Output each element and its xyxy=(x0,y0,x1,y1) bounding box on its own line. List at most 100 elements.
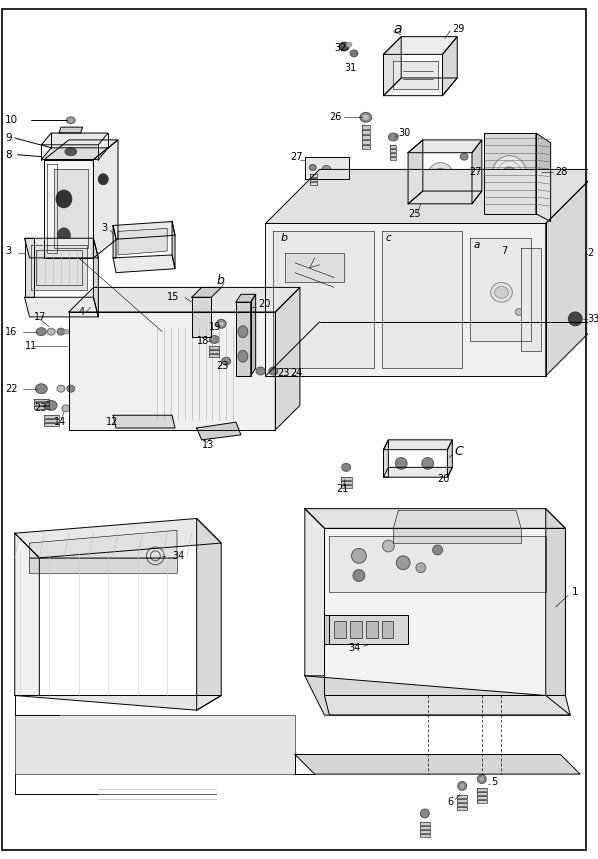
Text: 24: 24 xyxy=(290,368,303,378)
Polygon shape xyxy=(383,37,401,95)
Ellipse shape xyxy=(432,168,449,188)
Text: 23: 23 xyxy=(35,404,47,413)
Polygon shape xyxy=(325,615,408,644)
Ellipse shape xyxy=(362,114,369,120)
Ellipse shape xyxy=(389,133,398,141)
Ellipse shape xyxy=(309,165,316,170)
Polygon shape xyxy=(172,222,175,269)
Polygon shape xyxy=(209,354,219,357)
Ellipse shape xyxy=(256,367,265,375)
Text: 26: 26 xyxy=(329,113,342,122)
Polygon shape xyxy=(273,231,374,368)
Polygon shape xyxy=(470,238,531,342)
Polygon shape xyxy=(192,288,221,297)
Ellipse shape xyxy=(395,458,407,469)
Ellipse shape xyxy=(492,155,527,193)
Polygon shape xyxy=(15,696,221,710)
Text: a: a xyxy=(474,241,480,250)
Polygon shape xyxy=(383,467,452,478)
Polygon shape xyxy=(383,37,457,54)
Polygon shape xyxy=(420,834,430,837)
Polygon shape xyxy=(362,140,370,143)
Polygon shape xyxy=(113,225,116,258)
Polygon shape xyxy=(420,830,430,833)
Polygon shape xyxy=(420,822,430,825)
Polygon shape xyxy=(266,169,598,223)
Ellipse shape xyxy=(350,50,358,57)
Ellipse shape xyxy=(568,312,582,326)
Polygon shape xyxy=(536,133,551,222)
Ellipse shape xyxy=(491,283,512,302)
Polygon shape xyxy=(420,826,430,829)
Ellipse shape xyxy=(495,286,508,298)
Ellipse shape xyxy=(437,174,444,183)
Text: 11: 11 xyxy=(25,341,37,351)
Ellipse shape xyxy=(67,385,75,393)
Polygon shape xyxy=(310,182,316,186)
Polygon shape xyxy=(236,302,251,376)
Ellipse shape xyxy=(480,777,484,782)
Text: 23: 23 xyxy=(216,361,228,371)
Polygon shape xyxy=(362,135,370,139)
Polygon shape xyxy=(362,130,370,134)
Polygon shape xyxy=(236,295,256,302)
Ellipse shape xyxy=(396,556,410,570)
Ellipse shape xyxy=(322,166,331,174)
Polygon shape xyxy=(447,440,452,478)
Text: 23: 23 xyxy=(277,368,289,378)
Polygon shape xyxy=(393,510,521,528)
Polygon shape xyxy=(305,509,565,528)
Polygon shape xyxy=(113,255,175,272)
Text: 31: 31 xyxy=(344,63,356,73)
Polygon shape xyxy=(477,792,487,795)
Text: 32: 32 xyxy=(334,44,347,53)
Text: 12: 12 xyxy=(106,417,118,427)
Polygon shape xyxy=(477,800,487,802)
Ellipse shape xyxy=(502,167,516,182)
Polygon shape xyxy=(275,288,300,430)
Text: 30: 30 xyxy=(398,128,410,138)
Text: 27: 27 xyxy=(469,168,481,177)
Ellipse shape xyxy=(65,148,77,155)
Text: 16: 16 xyxy=(5,326,17,337)
Polygon shape xyxy=(341,481,352,484)
Text: 28: 28 xyxy=(556,168,568,177)
Ellipse shape xyxy=(427,162,454,194)
Ellipse shape xyxy=(383,540,394,552)
Bar xyxy=(350,621,362,638)
Ellipse shape xyxy=(66,117,75,124)
Polygon shape xyxy=(29,557,177,573)
Polygon shape xyxy=(25,238,35,297)
Polygon shape xyxy=(209,350,219,353)
Ellipse shape xyxy=(346,42,352,47)
Polygon shape xyxy=(118,228,167,255)
Polygon shape xyxy=(484,133,536,214)
Polygon shape xyxy=(35,406,49,410)
Polygon shape xyxy=(325,528,565,696)
Text: 19: 19 xyxy=(209,322,221,332)
Polygon shape xyxy=(325,696,570,716)
Polygon shape xyxy=(251,295,256,376)
Polygon shape xyxy=(197,519,221,710)
Text: 17: 17 xyxy=(35,312,47,322)
Polygon shape xyxy=(25,297,98,317)
Polygon shape xyxy=(457,802,467,806)
Polygon shape xyxy=(457,807,467,809)
Ellipse shape xyxy=(57,228,71,243)
Text: 2: 2 xyxy=(587,248,593,258)
Text: 8: 8 xyxy=(5,149,11,160)
Polygon shape xyxy=(393,528,521,543)
Polygon shape xyxy=(393,61,438,88)
Polygon shape xyxy=(35,403,49,405)
Ellipse shape xyxy=(35,384,47,393)
Polygon shape xyxy=(69,288,300,312)
Text: 18: 18 xyxy=(197,337,209,346)
Text: 15: 15 xyxy=(167,292,179,302)
Text: 34: 34 xyxy=(172,551,184,561)
Polygon shape xyxy=(209,346,219,350)
Polygon shape xyxy=(362,145,370,149)
Ellipse shape xyxy=(238,326,248,338)
Text: 3: 3 xyxy=(101,223,108,234)
Text: 21: 21 xyxy=(336,484,349,494)
Ellipse shape xyxy=(352,549,367,564)
